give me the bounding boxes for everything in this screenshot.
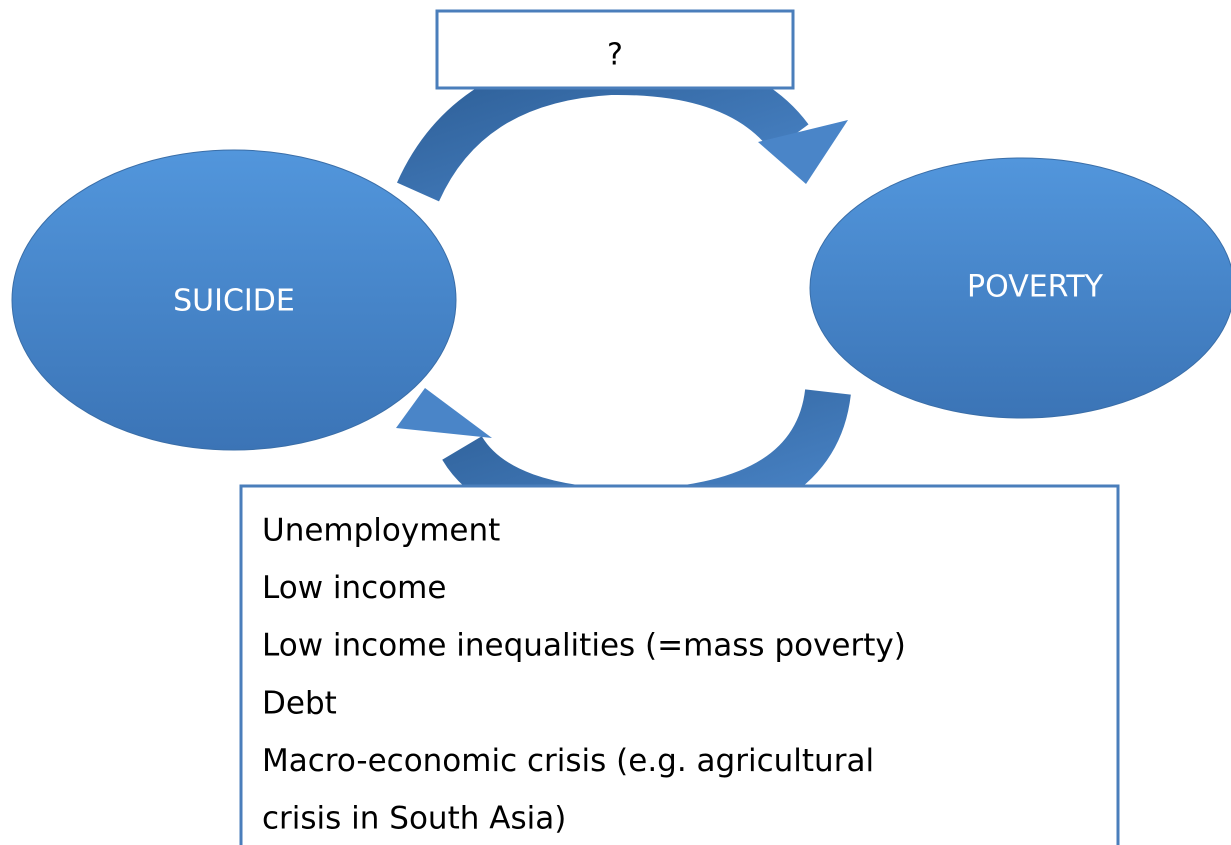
bottom-box	[239, 484, 1120, 845]
top-box	[435, 9, 795, 90]
box-line: Low income inequalities (=mass poverty)	[262, 628, 906, 664]
box-label: ?	[607, 38, 623, 73]
box-line: Low income	[262, 570, 446, 606]
node-label: SUICIDE	[173, 284, 295, 319]
box-line: Macro-economic crisis (e.g. agricultural	[262, 743, 874, 779]
box-line: Unemployment	[262, 513, 500, 549]
suicide-node	[11, 149, 457, 451]
box-line: crisis in South Asia)	[262, 801, 566, 837]
poverty-node	[809, 157, 1231, 419]
top-arrow	[397, 48, 848, 202]
arrow-head	[758, 120, 848, 184]
arrow-head	[396, 388, 492, 438]
arrow-body	[397, 48, 809, 202]
box-line: Debt	[262, 685, 337, 721]
bottom-box-text: Unemployment Low income Low income inequal…	[262, 513, 906, 837]
node-label: POVERTY	[967, 270, 1104, 305]
